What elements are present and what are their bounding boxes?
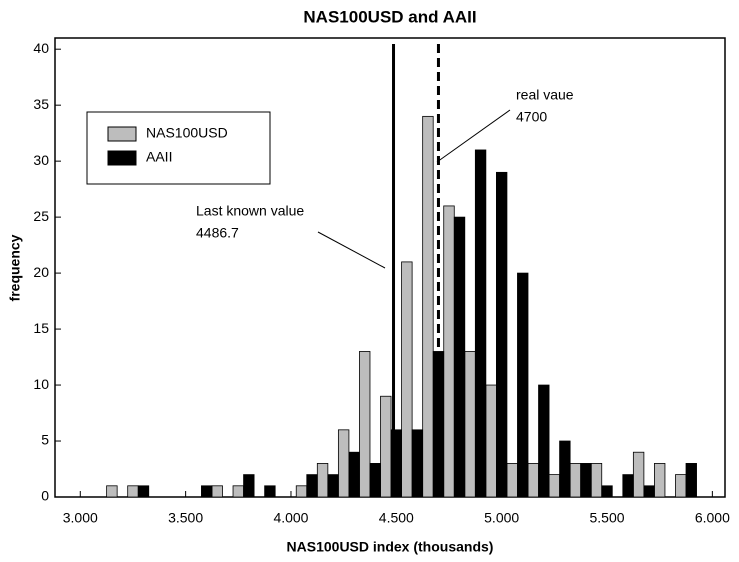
bar <box>211 485 223 498</box>
annotation-value: 4486.7 <box>196 225 239 241</box>
bar <box>632 451 645 498</box>
bar <box>443 205 455 498</box>
bar <box>622 474 634 498</box>
bar <box>643 485 655 498</box>
bar <box>453 216 466 498</box>
bar <box>264 485 276 498</box>
chart-title: NAS100USD and AAII <box>303 7 476 26</box>
bar <box>422 115 434 498</box>
bar <box>401 261 413 498</box>
y-axis-label: frequency <box>7 234 23 301</box>
bar <box>137 485 150 498</box>
bar <box>559 440 571 498</box>
y-tick-label: 40 <box>33 40 49 56</box>
x-tick-label: 3.000 <box>63 510 98 526</box>
y-tick-label: 0 <box>41 488 49 504</box>
bar <box>201 485 213 498</box>
x-axis-label: NAS100USD index (thousands) <box>287 539 494 555</box>
bar <box>685 463 697 498</box>
x-tick-label: 5.000 <box>484 510 519 526</box>
bar <box>327 474 339 498</box>
x-tick-label: 3.500 <box>168 510 203 526</box>
legend-swatch <box>107 150 137 166</box>
legend-label: AAII <box>146 149 172 165</box>
bar <box>654 463 666 498</box>
bar <box>485 384 497 498</box>
bar <box>106 485 118 498</box>
bar <box>548 474 561 498</box>
legend-swatch <box>107 126 137 142</box>
y-tick-label: 30 <box>33 152 49 168</box>
bar <box>538 384 550 498</box>
bar <box>580 463 592 498</box>
bar <box>601 485 613 498</box>
y-tick-label: 20 <box>33 264 49 280</box>
y-tick-label: 5 <box>41 432 49 448</box>
bar <box>316 463 329 498</box>
annotation: real vaue <box>516 87 574 103</box>
bar <box>127 485 139 498</box>
x-tick-label: 6.000 <box>695 510 730 526</box>
bar <box>569 463 582 498</box>
bar <box>295 485 308 498</box>
bar <box>464 351 476 498</box>
legend-box <box>86 111 271 185</box>
bar <box>675 474 687 498</box>
x-tick-label: 4.000 <box>273 510 308 526</box>
bar <box>359 351 371 498</box>
leader-line <box>317 231 386 269</box>
bar <box>337 429 350 498</box>
y-tick-label: 35 <box>33 96 49 112</box>
y-tick-label: 15 <box>33 320 49 336</box>
bar <box>474 149 487 498</box>
bar <box>590 463 603 498</box>
bar <box>390 429 402 498</box>
bar <box>232 485 244 498</box>
annotation-value: 4700 <box>516 109 547 125</box>
annotation: Last known value <box>196 203 304 219</box>
bar <box>348 451 360 498</box>
bar <box>506 463 518 498</box>
x-tick-label: 4.500 <box>379 510 414 526</box>
bar <box>495 171 508 498</box>
bar <box>369 463 381 498</box>
y-tick-label: 25 <box>33 208 49 224</box>
bar <box>306 474 318 498</box>
bar <box>517 272 529 498</box>
leader-line <box>436 109 511 163</box>
y-tick-label: 10 <box>33 376 49 392</box>
bar <box>527 463 539 498</box>
legend-label: NAS100USD <box>146 125 228 141</box>
bar <box>411 429 424 498</box>
x-tick-label: 5.500 <box>589 510 624 526</box>
bar <box>243 474 255 498</box>
bar <box>380 395 392 498</box>
